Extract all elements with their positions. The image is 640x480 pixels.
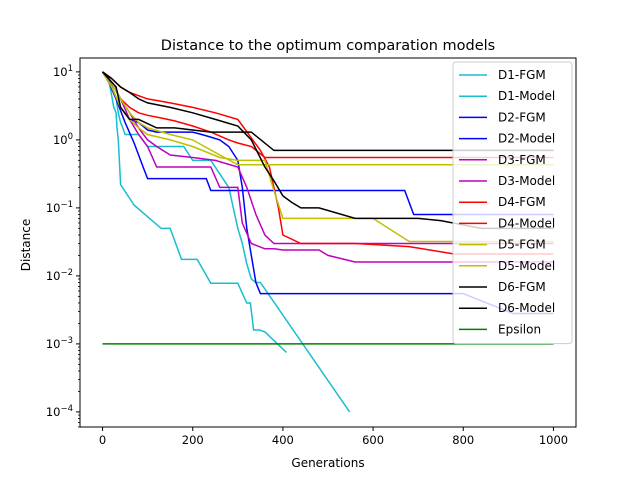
legend-label: D5-FGM xyxy=(498,238,546,252)
series-line-d6-fgm xyxy=(102,71,554,230)
legend-label: D3-FGM xyxy=(498,153,546,167)
y-tick-label: 10−1 xyxy=(46,200,73,215)
x-tick-label: 600 xyxy=(362,433,384,447)
series-line-d3-model xyxy=(101,71,554,263)
x-tick-label: 400 xyxy=(272,433,294,447)
series-line-d5-fgm xyxy=(101,71,554,243)
x-tick-label: 200 xyxy=(182,433,204,447)
y-tick-label: 101 xyxy=(53,64,73,79)
series-line-d2-model xyxy=(101,71,554,216)
legend-box xyxy=(452,61,573,345)
series-line-d1-model xyxy=(101,71,351,413)
legend-label: D3-Model xyxy=(498,174,555,188)
series-line-d5-model xyxy=(101,71,554,166)
x-tick-label: 1000 xyxy=(539,433,568,447)
legend-label: D4-FGM xyxy=(498,195,546,209)
plot-frame xyxy=(79,57,577,428)
x-tick-label: 0 xyxy=(99,433,106,447)
series-line-d1-fgm xyxy=(101,71,288,353)
y-tick-label: 10−3 xyxy=(46,336,73,351)
y-tick-label: 10−4 xyxy=(46,404,73,419)
y-tick-label: 100 xyxy=(53,132,73,147)
chart-title: Distance to the optimum comparation mode… xyxy=(161,38,495,54)
series-line-d4-fgm xyxy=(101,71,554,159)
x-axis-label: Generations xyxy=(291,456,364,470)
legend-label: D6-FGM xyxy=(498,280,546,294)
x-axis: 0 200 400 600 800 1000 xyxy=(99,427,568,447)
legend-label: D4-Model xyxy=(498,216,555,230)
y-axis: 10−4 10−3 10−2 10−1 100 101 xyxy=(46,64,80,428)
legend-label: D2-Model xyxy=(498,132,555,146)
series-line-d6-model xyxy=(101,71,554,152)
legend-label: D1-Model xyxy=(498,89,555,103)
legend-label: D5-Model xyxy=(498,259,555,273)
y-axis-label: Distance xyxy=(19,219,33,271)
legend-label: D1-FGM xyxy=(498,68,546,82)
legend-label: D6-Model xyxy=(498,301,555,315)
legend-label: Epsilon xyxy=(498,322,541,336)
x-tick-label: 800 xyxy=(452,433,474,447)
y-tick-label: 10−2 xyxy=(46,268,73,283)
legend: D1-FGM D1-Model D2-FGM D2-Model D3-FGM D3-Mod… xyxy=(452,61,573,345)
series-line-d4-model xyxy=(102,71,554,255)
legend-label: D2-FGM xyxy=(498,110,546,124)
